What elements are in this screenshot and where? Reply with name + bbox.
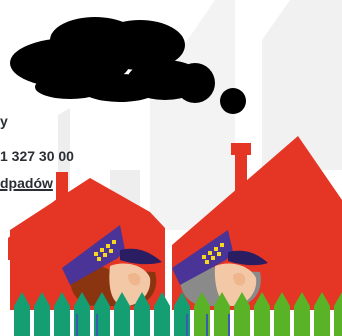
municipal-guard-icon bbox=[62, 225, 162, 306]
house-icon bbox=[172, 136, 342, 310]
phone-number: 1 327 30 00 bbox=[0, 148, 74, 164]
fence-icon bbox=[14, 292, 342, 336]
waste-link[interactable]: dpadów bbox=[0, 175, 53, 191]
waste-link-wrapper: dpadów bbox=[0, 175, 53, 191]
smoke-cloud-icon bbox=[10, 17, 246, 114]
info-line: y bbox=[0, 113, 8, 129]
